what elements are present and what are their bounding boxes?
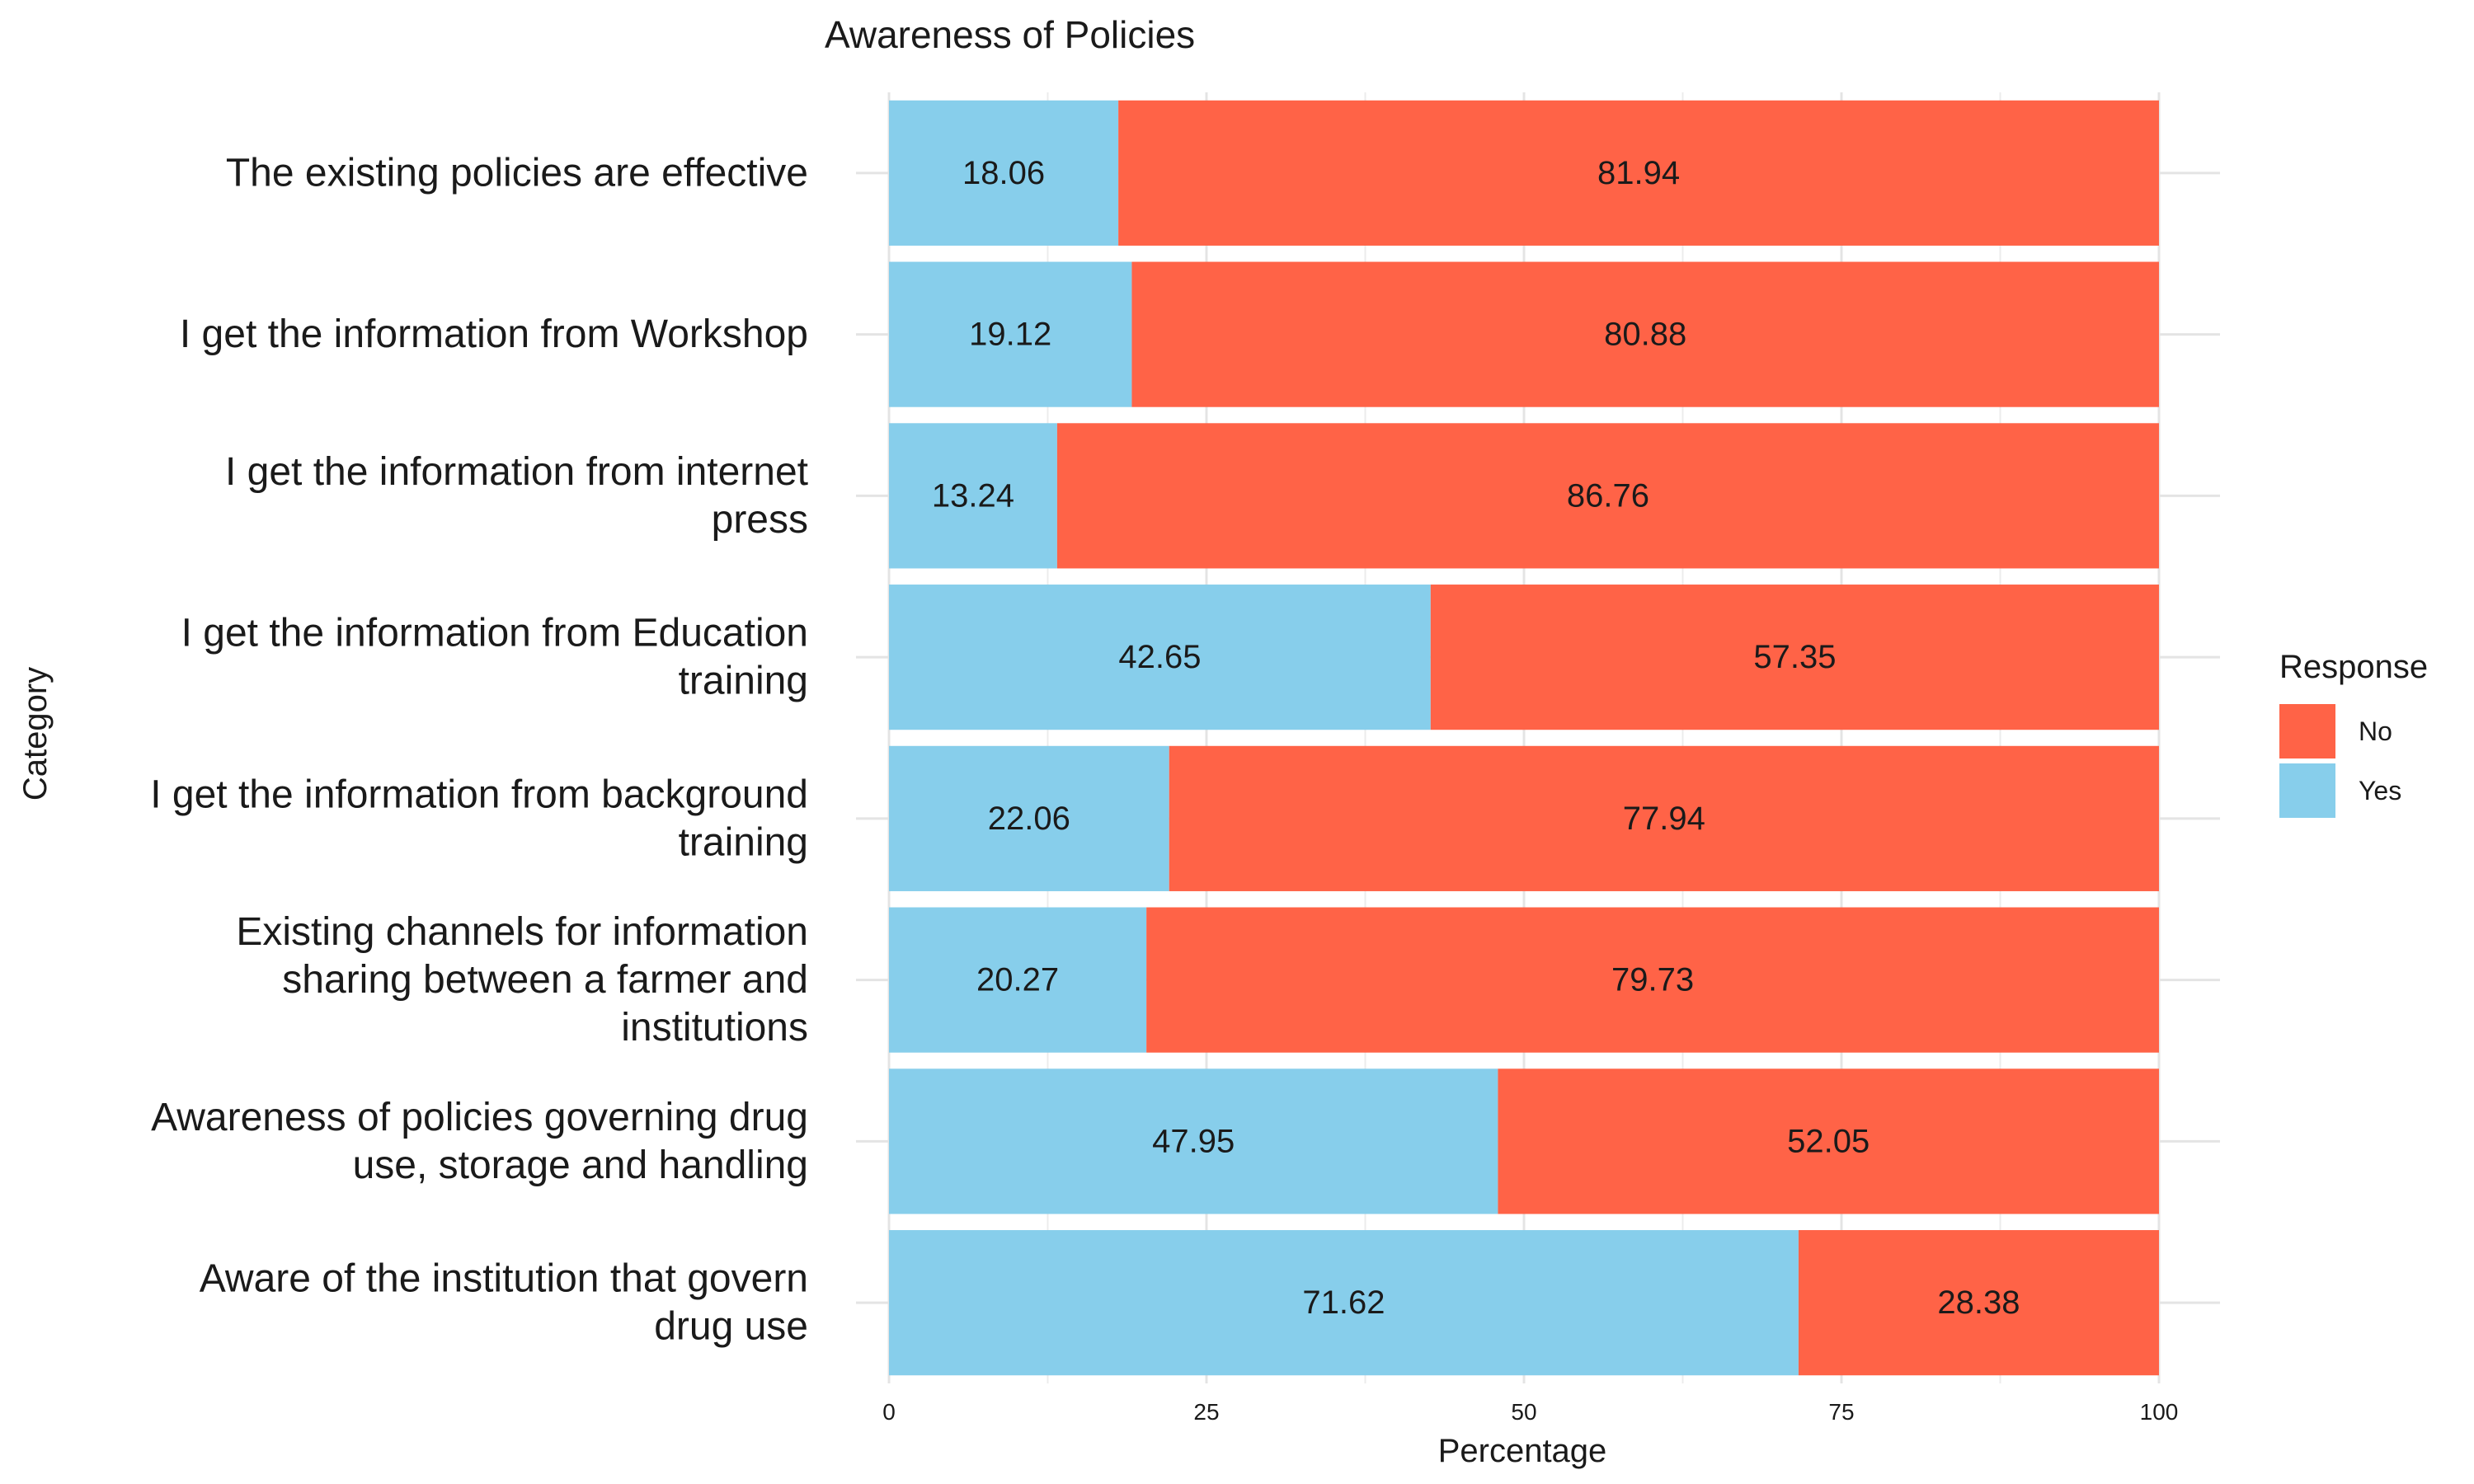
data-label: 86.76	[1567, 477, 1649, 514]
bar-yes	[889, 261, 1132, 407]
bar-no	[1056, 423, 2159, 569]
data-label: 42.65	[1118, 639, 1201, 675]
data-labels: 18.06 81.94 19.12 80.88 13.24 86.76 42.65 57.35…	[932, 155, 2020, 1321]
data-label: 77.94	[1623, 801, 1705, 837]
legend-key-yes	[2279, 763, 2335, 818]
legend: Response No Yes	[2279, 649, 2428, 818]
category-label: I get the information from internet press	[225, 450, 808, 542]
bar-yes	[889, 745, 1169, 891]
data-label: 18.06	[962, 155, 1045, 191]
data-label: 81.94	[1597, 155, 1680, 191]
chart-title: Awareness of Policies	[825, 13, 1195, 56]
x-tick-label: 50	[1511, 1399, 1536, 1425]
bars	[889, 100, 2159, 1376]
y-axis-title: Category	[17, 667, 54, 801]
x-tick-label: 75	[1828, 1399, 1854, 1425]
bar-yes	[889, 1068, 1498, 1214]
category-label: Aware of the institution that govern drug…	[200, 1257, 808, 1349]
x-tick-label: 25	[1193, 1399, 1219, 1425]
bar-yes	[889, 907, 1147, 1053]
bar-no	[1498, 1068, 2159, 1214]
bar-no	[1798, 1230, 2159, 1376]
data-label: 28.38	[1937, 1284, 2020, 1321]
category-label: Existing channels for information sharing…	[236, 910, 808, 1050]
x-axis-tick-labels: 0 25 50 75 100	[882, 1399, 2178, 1425]
bar-yes	[889, 585, 1431, 730]
legend-label: No	[2359, 716, 2392, 746]
data-label: 80.88	[1604, 317, 1686, 353]
data-label: 79.73	[1611, 962, 1694, 998]
legend-title: Response	[2279, 649, 2428, 685]
data-label: 13.24	[932, 477, 1014, 514]
x-tick-label: 0	[882, 1399, 896, 1425]
data-label: 22.06	[988, 801, 1070, 837]
bar-no	[1131, 261, 2159, 407]
data-label: 57.35	[1753, 639, 1836, 675]
bar-no	[1169, 745, 2159, 891]
x-tick-label: 100	[2140, 1399, 2179, 1425]
data-label: 19.12	[969, 317, 1051, 353]
category-axis-labels: The existing policies are effective I get…	[150, 151, 808, 1348]
category-label: The existing policies are effective	[226, 151, 808, 195]
bar-no	[1118, 100, 2159, 246]
bar-yes	[889, 100, 1119, 246]
data-label: 20.27	[976, 962, 1059, 998]
legend-label: Yes	[2359, 776, 2401, 805]
x-axis-title: Percentage	[1438, 1433, 1607, 1469]
category-label: I get the information from Workshop	[180, 312, 808, 356]
legend-key-no	[2279, 704, 2335, 758]
data-label: 52.05	[1787, 1123, 1870, 1159]
bar-yes	[889, 1230, 1799, 1376]
bar-no	[1430, 585, 2159, 730]
category-label: I get the information from Education trai…	[181, 612, 808, 703]
category-label: Awareness of policies governing drug use,…	[151, 1096, 808, 1187]
category-label: I get the information from background tra…	[150, 773, 808, 864]
data-label: 47.95	[1152, 1123, 1235, 1159]
data-label: 71.62	[1302, 1284, 1385, 1321]
bar-no	[1146, 907, 2159, 1053]
bar-yes	[889, 423, 1057, 569]
